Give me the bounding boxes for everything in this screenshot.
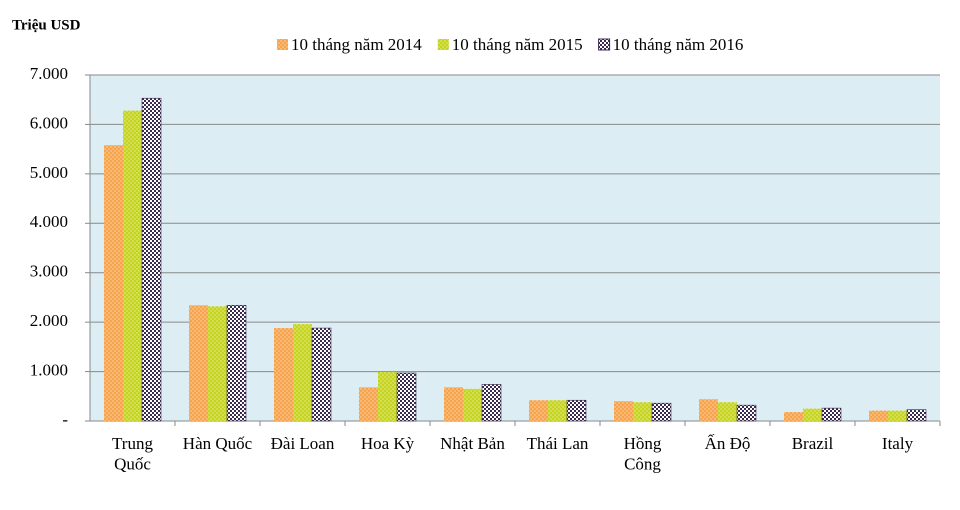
y-tick-label: 1.000 xyxy=(30,360,68,379)
bar xyxy=(189,305,208,421)
bar xyxy=(226,305,247,422)
legend-swatch xyxy=(277,39,288,50)
bar xyxy=(821,407,842,422)
bar xyxy=(566,399,587,422)
bar xyxy=(784,412,803,421)
y-tick-label: 2.000 xyxy=(30,311,68,330)
legend-label: 10 tháng năm 2016 xyxy=(613,35,744,54)
y-tick-label: 4.000 xyxy=(30,212,68,231)
bar xyxy=(736,404,757,422)
bar xyxy=(548,400,567,421)
y-tick-label: 3.000 xyxy=(30,262,68,281)
legend-swatch xyxy=(437,39,449,50)
bar xyxy=(633,402,652,421)
bar xyxy=(614,401,633,421)
x-tick-label: Thái Lan xyxy=(527,434,589,453)
bar xyxy=(396,372,417,422)
bar xyxy=(699,399,718,421)
bar xyxy=(274,328,293,421)
x-tick-label: Brazil xyxy=(792,434,834,453)
bar xyxy=(718,402,737,421)
bar xyxy=(444,387,463,421)
bar xyxy=(311,327,332,422)
bar xyxy=(888,410,907,421)
x-tick-label: Trung Quốc xyxy=(112,434,153,473)
bar xyxy=(463,388,482,421)
y-tick-label: 6.000 xyxy=(30,113,68,132)
legend-label: 10 tháng năm 2015 xyxy=(452,35,583,54)
y-axis-title: Triệu USD xyxy=(12,17,81,33)
bar xyxy=(651,402,672,422)
bar xyxy=(906,409,927,422)
bar xyxy=(208,306,227,421)
bar xyxy=(141,97,162,422)
y-tick-label: - xyxy=(62,410,68,429)
bar xyxy=(481,384,502,422)
bar xyxy=(359,387,378,421)
bar xyxy=(869,410,888,421)
x-tick-label: Ấn Độ xyxy=(705,434,751,453)
bar xyxy=(104,145,123,421)
x-tick-label: Hồng Công xyxy=(624,434,662,473)
bar xyxy=(378,372,397,421)
bar xyxy=(529,400,548,421)
x-tick-label: Italy xyxy=(882,434,914,453)
x-tick-label: Hàn Quốc xyxy=(183,434,253,453)
x-tick-label: Hoa Kỳ xyxy=(361,434,415,453)
y-tick-label: 5.000 xyxy=(30,163,68,182)
x-tick-label: Đài Loan xyxy=(271,434,335,453)
legend-swatch xyxy=(598,38,611,51)
bar xyxy=(803,408,822,421)
legend-label: 10 tháng năm 2014 xyxy=(291,35,422,54)
x-tick-label: Nhật Bản xyxy=(440,434,505,453)
y-tick-label: 7.000 xyxy=(30,64,68,83)
bar xyxy=(123,110,142,422)
bar xyxy=(293,324,312,421)
